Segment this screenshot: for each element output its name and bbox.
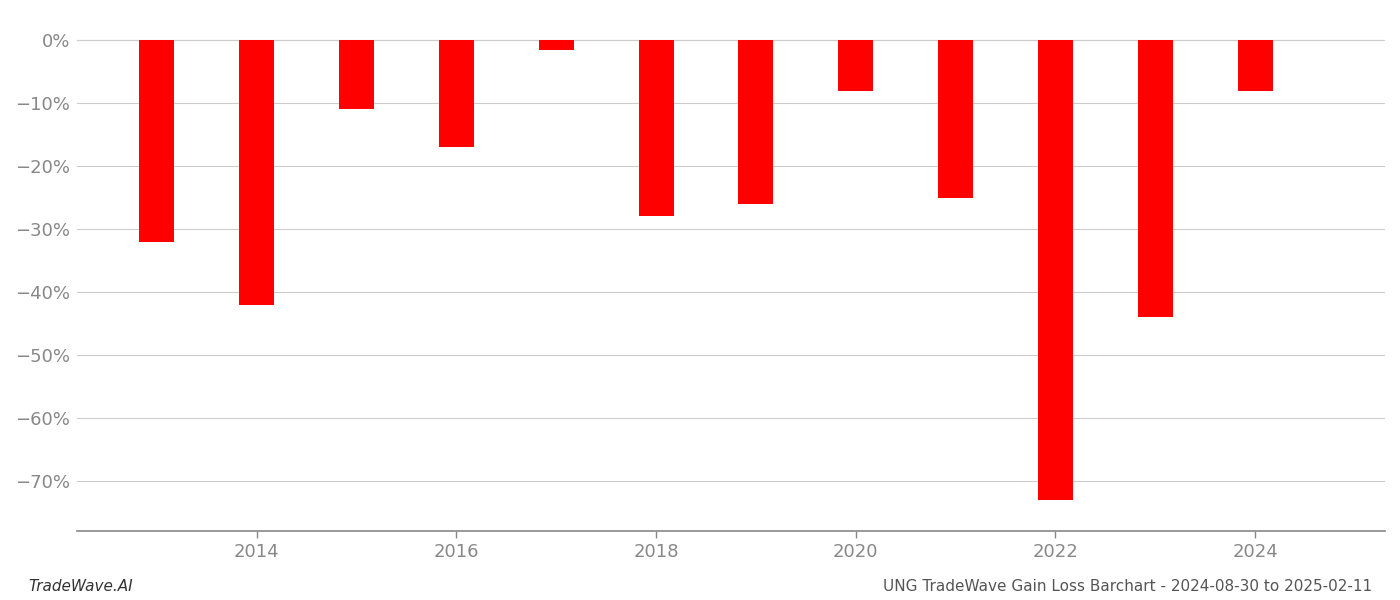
- Bar: [339, 40, 374, 109]
- Bar: [1138, 40, 1173, 317]
- Bar: [440, 40, 473, 147]
- Text: UNG TradeWave Gain Loss Barchart - 2024-08-30 to 2025-02-11: UNG TradeWave Gain Loss Barchart - 2024-…: [883, 579, 1372, 594]
- Bar: [239, 40, 274, 305]
- Bar: [140, 40, 174, 242]
- Bar: [938, 40, 973, 197]
- Bar: [1037, 40, 1072, 500]
- Text: TradeWave.AI: TradeWave.AI: [28, 579, 133, 594]
- Bar: [539, 40, 574, 50]
- Bar: [1238, 40, 1273, 91]
- Bar: [638, 40, 673, 217]
- Bar: [738, 40, 773, 204]
- Bar: [839, 40, 874, 91]
